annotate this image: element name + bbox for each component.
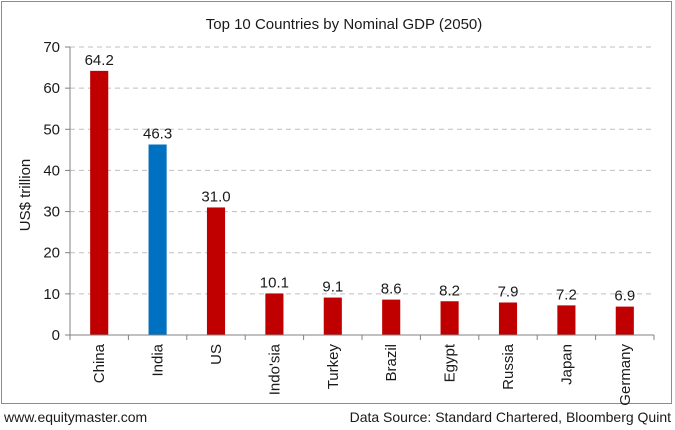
y-tick-label: 30	[43, 204, 60, 221]
x-tick-label: China	[91, 343, 108, 383]
x-tick-label: Egypt	[442, 343, 459, 382]
y-tick-label: 0	[52, 327, 60, 344]
bar-us	[206, 207, 226, 335]
data-label: 7.2	[556, 286, 577, 303]
y-tick-label: 70	[43, 39, 60, 56]
data-label: 8.2	[439, 282, 460, 299]
bar-japan	[557, 305, 576, 335]
data-label: 31.0	[201, 188, 230, 205]
website-credit: www.equitymaster.com	[4, 409, 148, 425]
axes	[65, 46, 655, 340]
data-source: Data Source: Standard Chartered, Bloombe…	[349, 409, 671, 425]
bar-russia	[498, 302, 518, 335]
y-tick-label: 40	[43, 162, 60, 179]
x-tick-label: Japan	[558, 344, 575, 385]
y-tick-label: 60	[43, 80, 60, 97]
x-tick-label: India	[150, 343, 167, 376]
x-tick-label: US	[208, 344, 225, 365]
data-label: 8.6	[381, 281, 402, 298]
bar-indo-sia	[265, 293, 284, 335]
y-tick-label: 50	[43, 121, 60, 138]
bars	[90, 70, 634, 335]
chart-title: Top 10 Countries by Nominal GDP (2050)	[206, 16, 483, 33]
data-label: 9.1	[322, 279, 343, 296]
labels: 0 10 20 30 40 50 60 70 64.2 China 46.3 India 31.0 US 1…	[43, 39, 635, 405]
bar-chart: Top 10 Countries by Nominal GDP (2050) U…	[17, 16, 655, 405]
x-tick-label: Turkey	[325, 344, 342, 390]
bar-germany	[615, 306, 634, 335]
x-tick-label: Brazil	[383, 344, 400, 382]
data-label: 10.1	[260, 274, 289, 291]
chart-frame: Top 10 Countries by Nominal GDP (2050) U…	[1, 1, 672, 405]
bar-egypt	[440, 301, 459, 335]
data-label: 6.9	[614, 288, 635, 305]
bar-india	[148, 144, 167, 335]
data-label: 64.2	[85, 52, 114, 69]
x-tick-label: Indo'sia	[266, 343, 283, 395]
x-tick-label: Russia	[500, 343, 517, 390]
y-tick-label: 10	[43, 286, 60, 303]
data-label: 7.9	[498, 283, 519, 300]
y-tick-label: 20	[43, 245, 60, 262]
x-tick-label: Germany	[617, 344, 634, 405]
y-axis-label: US$ trillion	[17, 159, 34, 232]
bar-brazil	[382, 299, 401, 335]
bar-china	[90, 70, 109, 335]
bar-turkey	[323, 297, 342, 335]
gridlines	[70, 46, 654, 295]
data-label: 46.3	[143, 126, 172, 143]
